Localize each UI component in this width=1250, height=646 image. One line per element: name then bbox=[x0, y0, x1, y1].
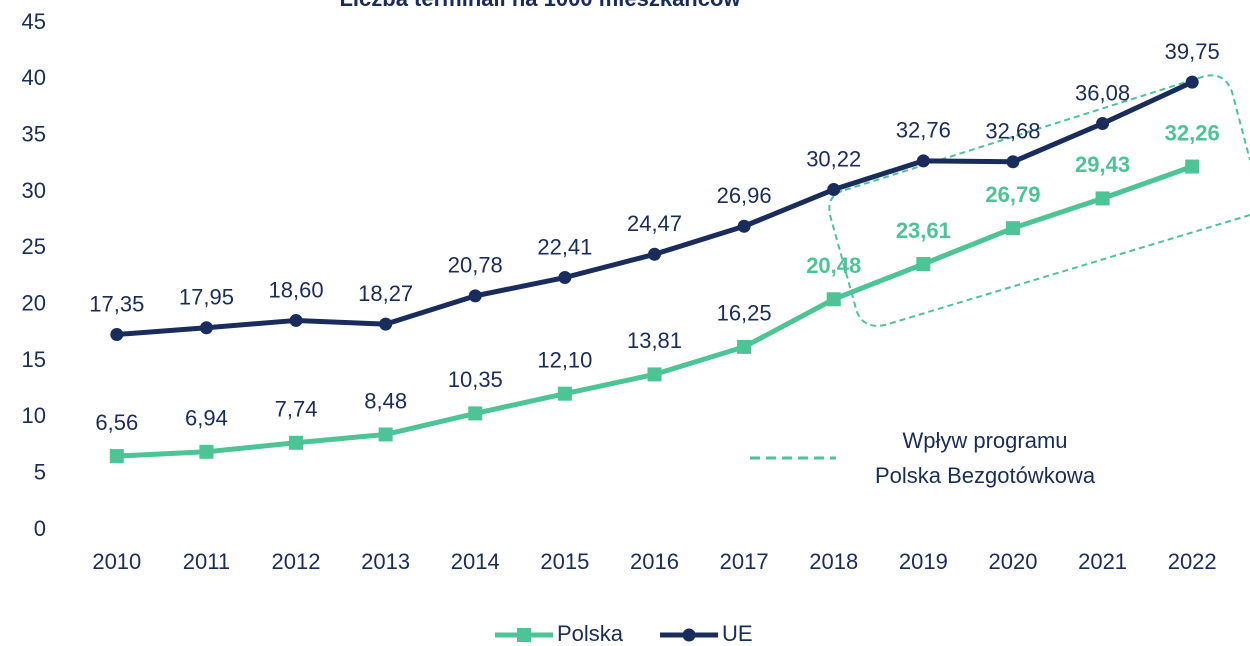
marker bbox=[648, 247, 661, 261]
x-tick-label: 2015 bbox=[540, 549, 589, 574]
x-tick-label: 2011 bbox=[183, 549, 230, 574]
data-label: 13,81 bbox=[627, 328, 682, 353]
y-tick-label: 30 bbox=[22, 178, 46, 203]
data-label: 18,27 bbox=[358, 281, 413, 306]
data-label: 18,60 bbox=[269, 277, 324, 302]
marker bbox=[737, 339, 752, 354]
x-tick-label: 2017 bbox=[720, 549, 769, 574]
marker bbox=[1006, 155, 1020, 169]
legend-marker bbox=[517, 628, 531, 642]
data-label: 7,74 bbox=[275, 397, 318, 422]
marker bbox=[557, 386, 572, 401]
x-tick-label: 2016 bbox=[630, 549, 679, 574]
legend-label: Polska bbox=[557, 621, 624, 646]
legend-label: UE bbox=[722, 621, 753, 646]
data-label: 20,78 bbox=[448, 253, 503, 278]
y-tick-label: 0 bbox=[34, 516, 46, 541]
marker bbox=[468, 406, 483, 421]
data-label: 29,43 bbox=[1075, 152, 1130, 177]
marker bbox=[827, 183, 841, 197]
data-label: 32,26 bbox=[1165, 120, 1220, 145]
x-tick-label: 2020 bbox=[988, 549, 1037, 574]
y-tick-label: 40 bbox=[22, 65, 46, 90]
marker bbox=[199, 321, 213, 335]
y-tick-label: 5 bbox=[34, 459, 46, 484]
data-label: 30,22 bbox=[806, 146, 861, 171]
marker bbox=[378, 427, 393, 442]
marker bbox=[647, 367, 662, 382]
marker bbox=[1095, 191, 1110, 206]
x-tick-label: 2014 bbox=[451, 549, 500, 574]
marker bbox=[199, 444, 214, 459]
marker bbox=[916, 154, 930, 168]
data-label: 39,75 bbox=[1165, 39, 1220, 64]
highlight-region bbox=[828, 74, 1250, 327]
data-label: 6,56 bbox=[95, 410, 138, 435]
marker bbox=[558, 271, 572, 285]
y-tick-label: 35 bbox=[22, 121, 46, 146]
annotation-text: Polska Bezgotówkowa bbox=[875, 463, 1096, 488]
marker bbox=[109, 449, 124, 464]
x-tick-label: 2012 bbox=[272, 549, 321, 574]
marker bbox=[1185, 75, 1199, 89]
y-tick-label: 20 bbox=[22, 290, 46, 315]
y-tick-label: 10 bbox=[22, 403, 46, 428]
marker bbox=[1005, 221, 1020, 236]
marker bbox=[289, 435, 304, 450]
y-tick-label: 45 bbox=[22, 9, 46, 34]
marker bbox=[289, 313, 303, 327]
data-label: 36,08 bbox=[1075, 80, 1130, 105]
data-label: 10,35 bbox=[448, 367, 503, 392]
legend-marker bbox=[682, 628, 696, 642]
chart-title: Liczba terminali na 1000 mieszkańców bbox=[339, 0, 741, 11]
data-label: 32,68 bbox=[985, 119, 1040, 144]
data-label: 24,47 bbox=[627, 211, 682, 236]
x-tick-label: 2013 bbox=[361, 549, 410, 574]
data-label: 26,79 bbox=[985, 182, 1040, 207]
x-tick-label: 2022 bbox=[1168, 549, 1217, 574]
x-tick-label: 2019 bbox=[899, 549, 948, 574]
data-label: 16,25 bbox=[717, 301, 772, 326]
y-tick-label: 25 bbox=[22, 234, 46, 259]
marker bbox=[379, 317, 393, 331]
y-tick-label: 15 bbox=[22, 347, 46, 372]
marker bbox=[468, 289, 482, 303]
data-label: 6,94 bbox=[185, 406, 228, 431]
data-label: 32,76 bbox=[896, 118, 951, 143]
data-label: 23,61 bbox=[896, 218, 951, 243]
data-label: 17,35 bbox=[89, 291, 144, 316]
annotation-text: Wpływ programu bbox=[902, 428, 1067, 453]
data-label: 22,41 bbox=[537, 234, 592, 259]
x-tick-label: 2021 bbox=[1078, 549, 1127, 574]
marker bbox=[916, 256, 931, 271]
data-label: 8,48 bbox=[364, 388, 407, 413]
marker bbox=[826, 292, 841, 307]
data-label: 26,96 bbox=[717, 183, 772, 208]
data-label: 17,95 bbox=[179, 285, 234, 310]
x-tick-label: 2018 bbox=[809, 549, 858, 574]
data-label: 20,48 bbox=[806, 253, 861, 278]
marker bbox=[1185, 159, 1200, 174]
marker bbox=[1096, 116, 1110, 130]
x-tick-label: 2010 bbox=[92, 549, 141, 574]
data-label: 12,10 bbox=[537, 347, 592, 372]
marker bbox=[737, 219, 751, 233]
marker bbox=[110, 328, 124, 342]
